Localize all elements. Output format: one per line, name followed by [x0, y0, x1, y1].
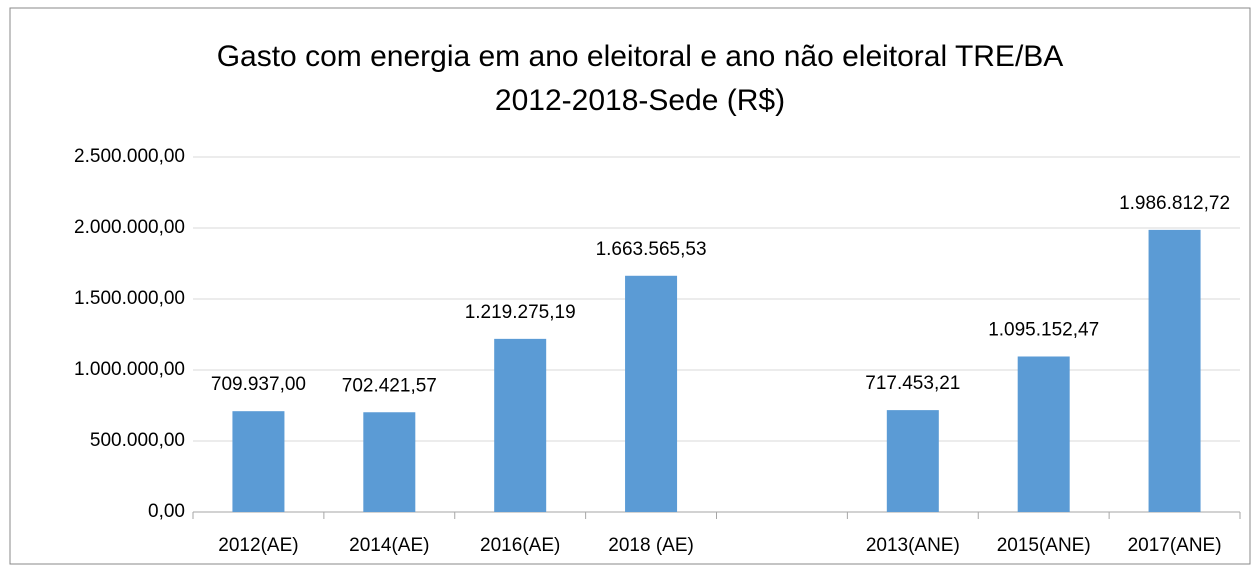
- data-label: 1.219.275,19: [465, 302, 576, 323]
- y-tick-label: 1.000.000,00: [74, 359, 185, 380]
- y-tick-label: 2.000.000,00: [74, 217, 185, 238]
- y-tick-label: 2.500.000,00: [74, 146, 185, 167]
- data-label: 709.937,00: [211, 374, 306, 395]
- data-label: 1.095.152,47: [988, 320, 1099, 341]
- x-tick-label: 2017(ANE): [1128, 535, 1222, 556]
- bar: [1017, 356, 1070, 512]
- bar: [494, 338, 547, 512]
- data-label: 702.421,57: [342, 375, 437, 396]
- data-label: 717.453,21: [865, 373, 960, 394]
- bar: [1148, 229, 1201, 512]
- x-tick-label: 2015(ANE): [997, 535, 1091, 556]
- data-label: 1.986.812,72: [1119, 193, 1230, 214]
- bar: [363, 412, 416, 512]
- data-label: 1.663.565,53: [596, 239, 707, 260]
- chart-title: Gasto com energia em ano eleitoral e ano…: [217, 40, 1064, 73]
- x-tick-label: 2014(AE): [349, 535, 429, 556]
- y-tick-label: 0,00: [148, 501, 185, 522]
- x-tick-label: 2016(AE): [480, 535, 560, 556]
- y-tick-label: 500.000,00: [90, 430, 185, 451]
- bar: [232, 411, 285, 512]
- chart-title: 2012-2018-Sede (R$): [495, 84, 785, 117]
- y-tick-label: 1.500.000,00: [74, 288, 185, 309]
- x-tick-label: 2018 (AE): [608, 535, 694, 556]
- x-tick-label: 2012(AE): [218, 535, 298, 556]
- bar: [886, 410, 939, 512]
- x-tick-label: 2013(ANE): [866, 535, 960, 556]
- bar: [625, 275, 678, 512]
